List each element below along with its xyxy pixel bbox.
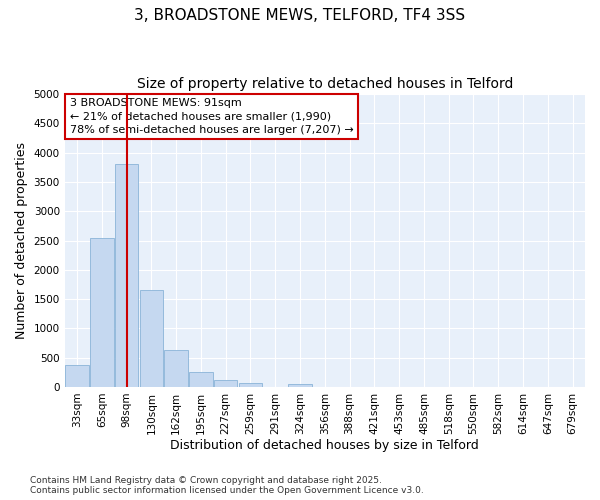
Title: Size of property relative to detached houses in Telford: Size of property relative to detached ho… — [137, 78, 513, 92]
Bar — [239, 383, 262, 387]
Y-axis label: Number of detached properties: Number of detached properties — [15, 142, 28, 339]
Text: 3, BROADSTONE MEWS, TELFORD, TF4 3SS: 3, BROADSTONE MEWS, TELFORD, TF4 3SS — [134, 8, 466, 22]
Bar — [189, 372, 213, 387]
Bar — [164, 350, 188, 387]
Bar — [65, 365, 89, 387]
Bar — [140, 290, 163, 387]
Bar — [90, 238, 113, 387]
Text: Contains HM Land Registry data © Crown copyright and database right 2025.
Contai: Contains HM Land Registry data © Crown c… — [30, 476, 424, 495]
Text: 3 BROADSTONE MEWS: 91sqm
← 21% of detached houses are smaller (1,990)
78% of sem: 3 BROADSTONE MEWS: 91sqm ← 21% of detach… — [70, 98, 353, 135]
Bar — [115, 164, 139, 387]
X-axis label: Distribution of detached houses by size in Telford: Distribution of detached houses by size … — [170, 440, 479, 452]
Bar — [288, 384, 312, 387]
Bar — [214, 380, 238, 387]
